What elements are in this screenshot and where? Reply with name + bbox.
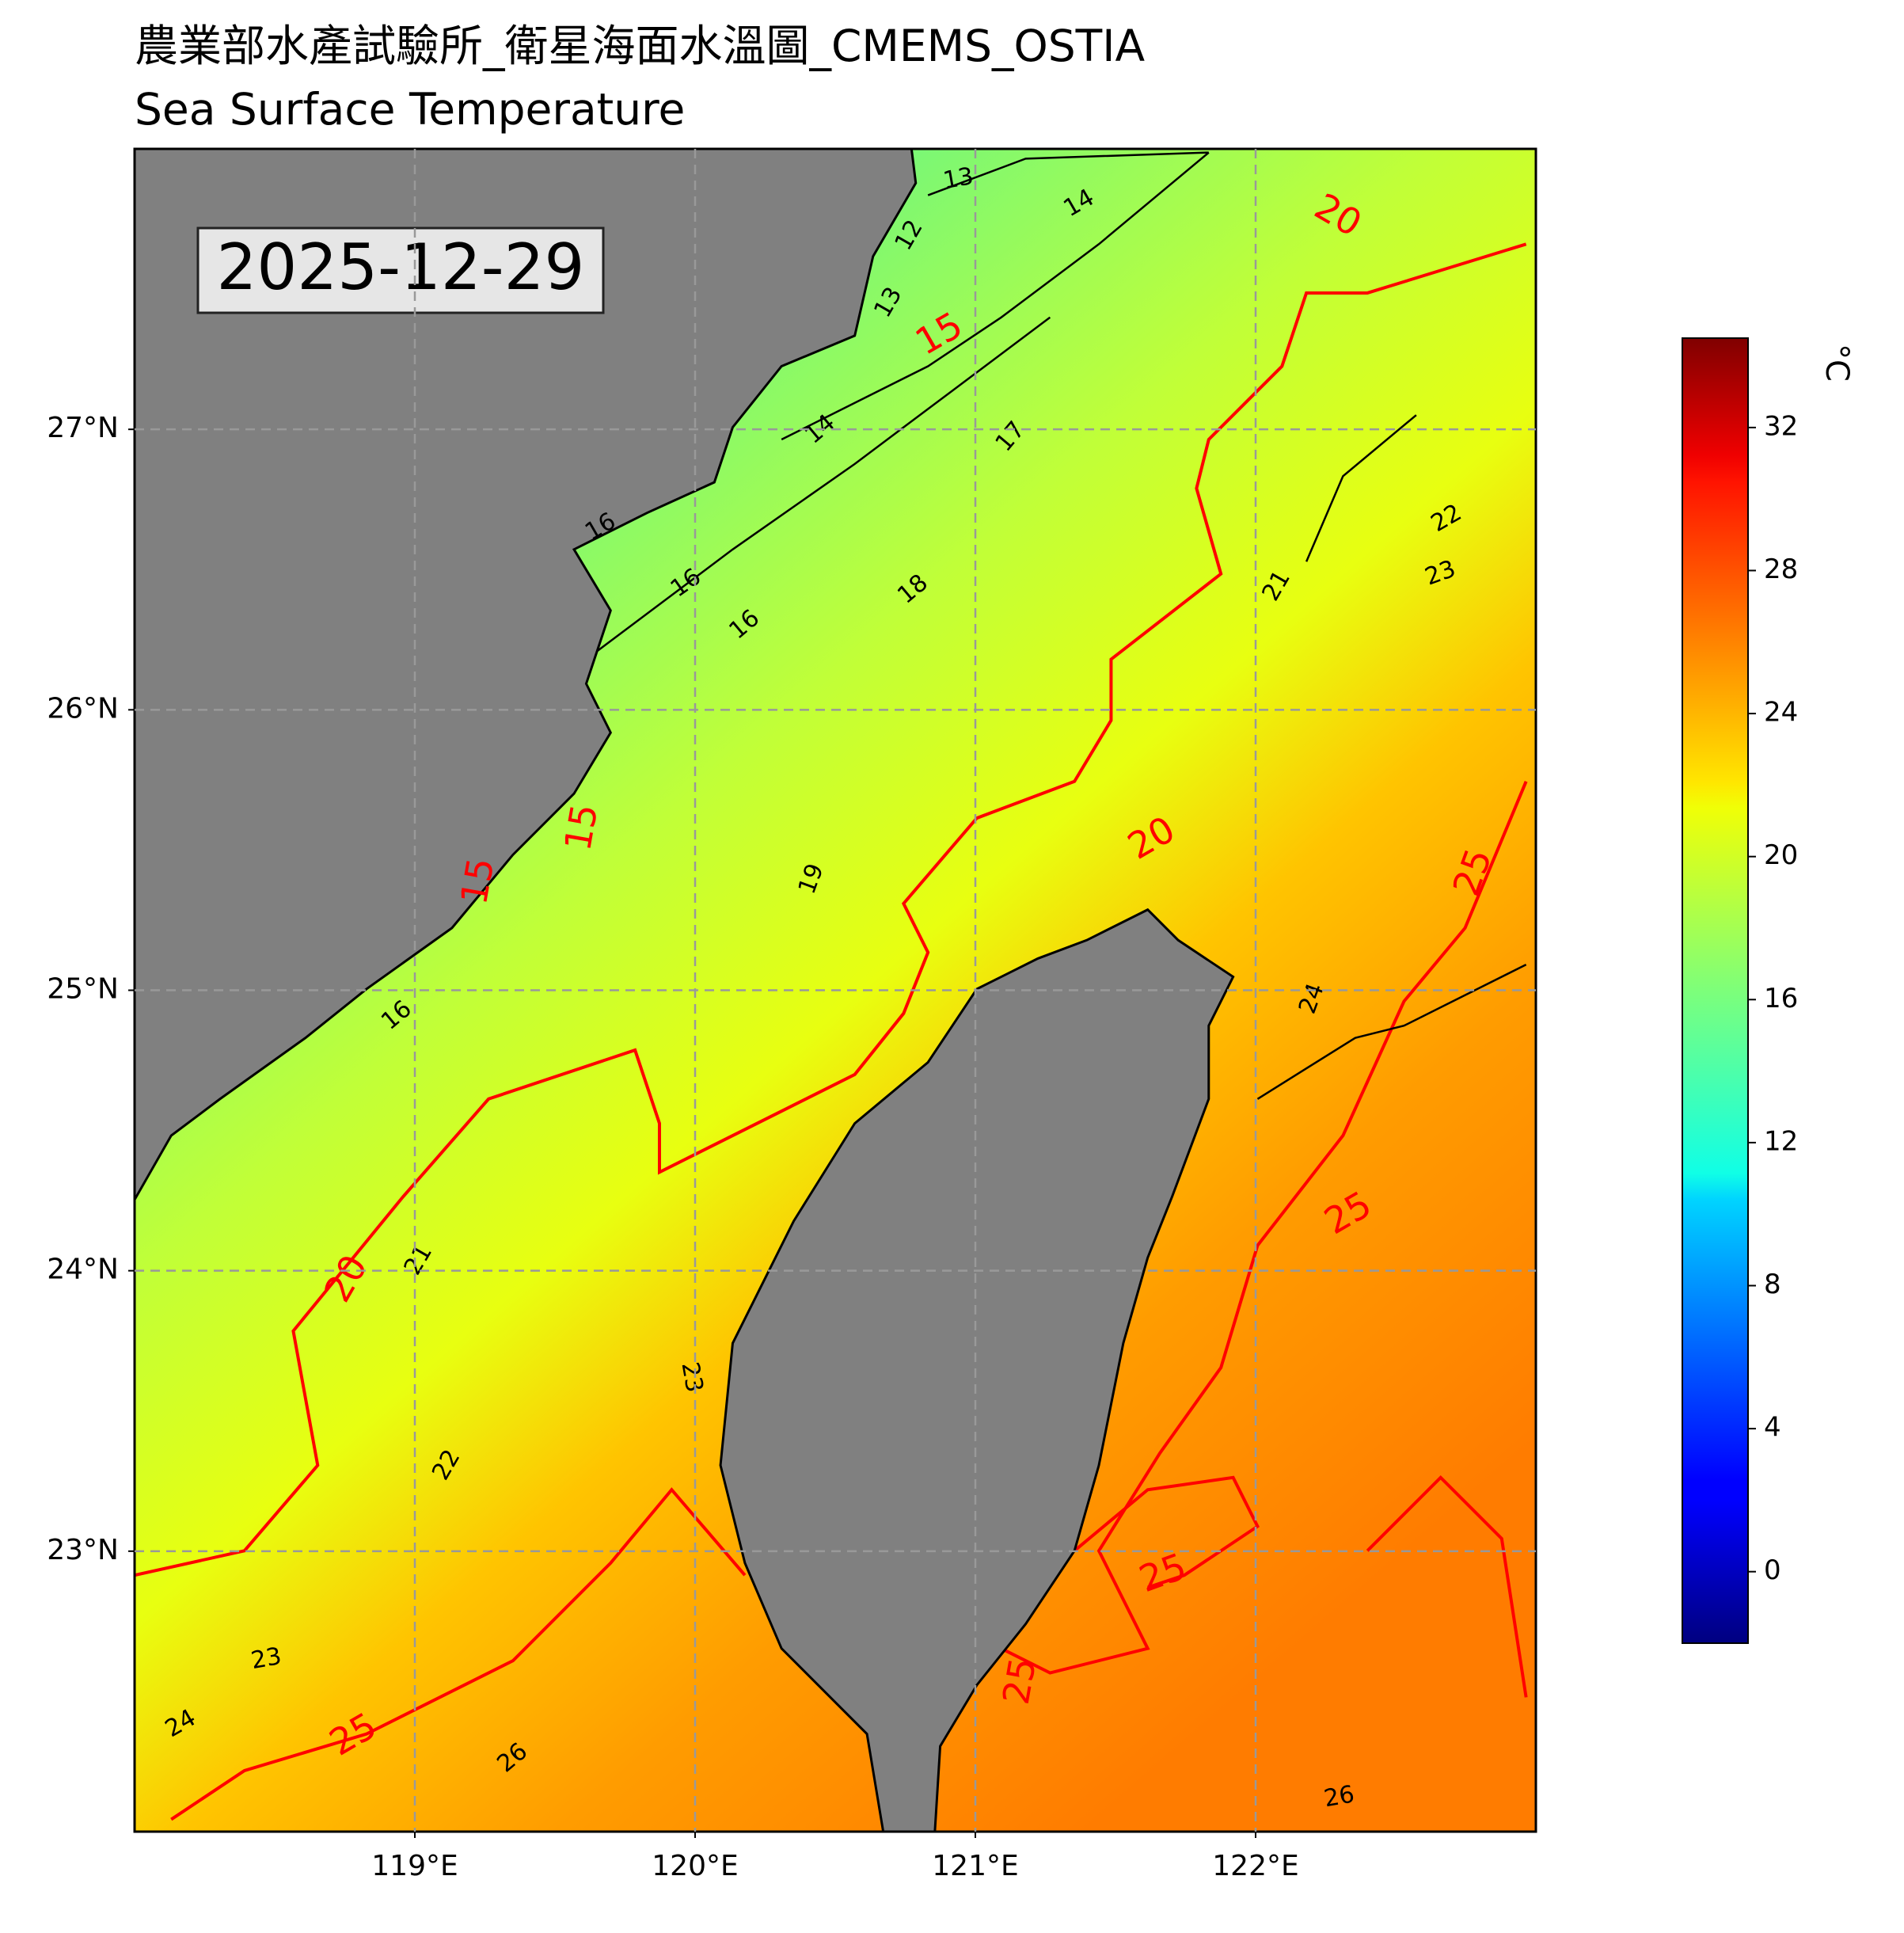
colorbar-label: °C bbox=[1818, 344, 1855, 382]
x-tick-label: 119°E bbox=[371, 1850, 458, 1882]
x-tick-label: 120°E bbox=[652, 1850, 738, 1882]
date-box bbox=[196, 226, 605, 314]
contour-label: 23 bbox=[675, 1360, 708, 1395]
contour-line bbox=[781, 151, 1210, 441]
colorbar bbox=[1682, 337, 1749, 1644]
contour-line bbox=[170, 1487, 747, 1821]
colorbar-tick-label: 16 bbox=[1764, 983, 1798, 1014]
contour-label: 25 bbox=[994, 1654, 1044, 1707]
colorbar-tick-label: 0 bbox=[1764, 1554, 1781, 1586]
title: 農業部水產試驗所_衛星海面水溫圖_CMEMS_OSTIA bbox=[135, 21, 1145, 71]
contour-line bbox=[1073, 1475, 1260, 1589]
contour-line bbox=[135, 242, 1527, 1577]
contour-label: 15 bbox=[556, 801, 606, 854]
colorbar-tick-label: 8 bbox=[1764, 1269, 1781, 1300]
colorbar-tick-label: 28 bbox=[1764, 554, 1798, 585]
contour-line bbox=[1366, 1474, 1528, 1698]
date-label: 2025-12-29 bbox=[217, 230, 585, 304]
colorbar-tick-label: 12 bbox=[1764, 1125, 1798, 1157]
colorbar-tick-label: 32 bbox=[1764, 410, 1798, 442]
y-tick-label: 27°N bbox=[47, 412, 119, 444]
y-tick-label: 23°N bbox=[47, 1534, 119, 1566]
contour-line bbox=[585, 316, 1051, 660]
y-tick-label: 24°N bbox=[47, 1254, 119, 1286]
contour-line bbox=[1305, 414, 1417, 562]
contour-line bbox=[975, 781, 1528, 1675]
land-china bbox=[135, 149, 918, 1203]
contour-label: 23 bbox=[249, 1642, 283, 1675]
y-tick-label: 25°N bbox=[47, 973, 119, 1006]
subtitle: Sea Surface Temperature bbox=[135, 84, 685, 135]
contour-line bbox=[1256, 964, 1527, 1100]
contour-line bbox=[927, 151, 1209, 196]
contour-label: 26 bbox=[1322, 1780, 1357, 1813]
x-tick-label: 121°E bbox=[932, 1850, 1018, 1882]
colorbar-tick-label: 4 bbox=[1764, 1412, 1781, 1444]
colorbar-tick-label: 20 bbox=[1764, 839, 1798, 871]
contour-label: 15 bbox=[452, 854, 502, 908]
x-tick-label: 122°E bbox=[1212, 1850, 1298, 1882]
y-tick-label: 26°N bbox=[47, 692, 119, 725]
land-taiwan bbox=[719, 908, 1235, 1832]
colorbar-tick-label: 24 bbox=[1764, 697, 1798, 729]
contour-label: 13 bbox=[941, 162, 976, 195]
